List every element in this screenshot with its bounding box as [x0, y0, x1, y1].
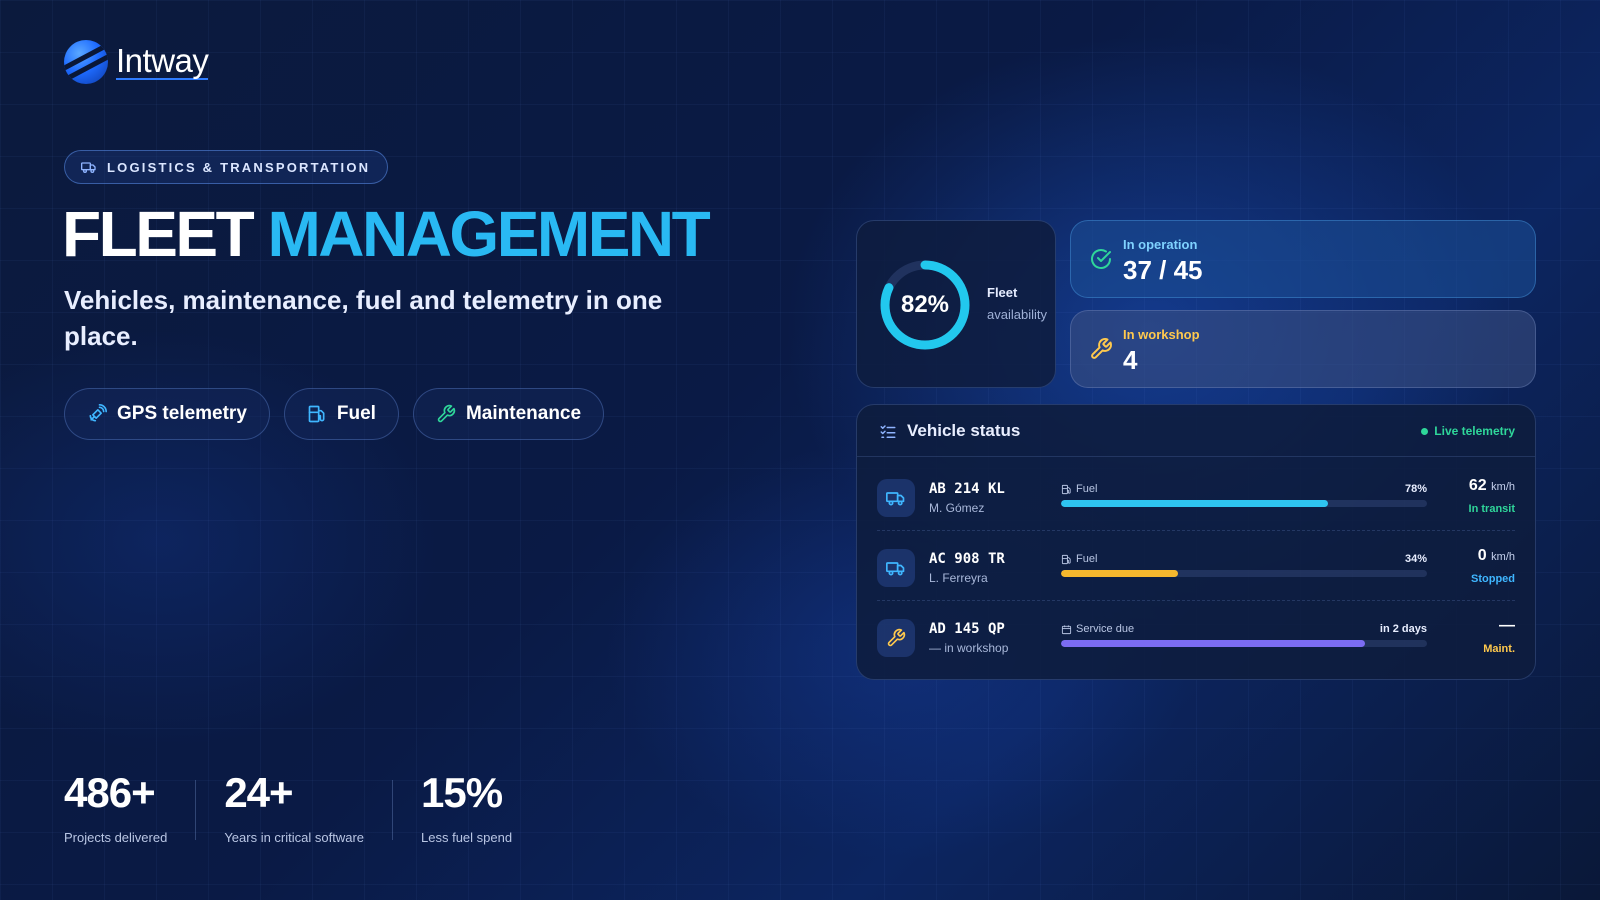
metric-label: Service due	[1076, 623, 1135, 635]
vehicle-status-title: Vehicle status	[907, 421, 1021, 440]
in-operation-card[interactable]: In operation 37 / 45	[1070, 220, 1536, 298]
vehicle-speed: 62 km/h	[1469, 477, 1515, 495]
availability-donut: 82%	[877, 257, 973, 353]
vehicle-row[interactable]: AC 908 TR L. Ferreyra Fuel 34% 0 km/h St…	[877, 531, 1515, 601]
metric-value: in 2 days	[1379, 623, 1427, 635]
speed-unit: km/h	[1491, 481, 1515, 493]
stat-projects: 486+ Projects delivered	[64, 772, 197, 845]
availability-arc	[880, 260, 970, 350]
fuel-bar-fill	[1061, 570, 1179, 577]
metric-value: 34%	[1404, 553, 1427, 565]
satellite-icon	[89, 404, 107, 422]
fleet-availability-card[interactable]: 82% Fleet availability	[856, 220, 1056, 388]
brand-logo[interactable]: Intway	[64, 40, 209, 84]
vehicle-speed: 0 km/h	[1478, 547, 1515, 565]
service-bar-fill	[1061, 640, 1365, 647]
vehicle-state: In transit	[1468, 503, 1515, 515]
truck-icon	[877, 479, 915, 517]
vehicle-driver: M. Gómez	[929, 501, 985, 515]
truck-icon	[81, 162, 96, 173]
page-title: FLEET MANAGEMENT	[62, 202, 711, 266]
live-dot-icon	[1421, 427, 1429, 435]
vehicle-plate: AD 145 QP	[929, 621, 1005, 637]
vehicle-speed: —	[1499, 617, 1515, 635]
live-telemetry-label: Live telemetry	[1434, 424, 1515, 438]
speed-value: —	[1499, 617, 1515, 634]
metric-label: Fuel	[1076, 483, 1098, 495]
in-workshop-card[interactable]: In workshop 4	[1070, 310, 1536, 388]
vehicle-plate: AC 908 TR	[929, 551, 1005, 567]
metric-label: Fuel	[1076, 553, 1098, 565]
stat-label: Years in critical software	[224, 830, 365, 845]
vehicle-plate: AB 214 KL	[929, 481, 1005, 497]
speed-value: 0	[1477, 547, 1487, 564]
fuel-metric: Fuel	[1061, 483, 1097, 495]
in-workshop-value: 4	[1123, 345, 1138, 375]
chip-label: Maintenance	[465, 403, 582, 424]
page-subtitle: Vehicles, maintenance, fuel and telemetr…	[64, 285, 663, 351]
vehicle-status-card: Vehicle status Live telemetry AB 214 KL …	[856, 404, 1536, 680]
stat-label: Projects delivered	[64, 830, 168, 845]
truck-icon	[877, 549, 915, 587]
vehicle-state: Stopped	[1471, 573, 1515, 585]
speed-value: 62	[1468, 477, 1487, 494]
in-operation-value: 37 / 45	[1123, 255, 1203, 285]
category-badge: LOGISTICS & TRANSPORTATION	[64, 150, 389, 184]
vehicle-driver: — in workshop	[929, 641, 1009, 655]
stat-value: 486+	[64, 769, 156, 816]
chip-gps-telemetry[interactable]: GPS telemetry	[64, 388, 270, 440]
vehicle-row[interactable]: AD 145 QP — in workshop Service due in 2…	[877, 601, 1515, 671]
service-metric: Service due	[1061, 623, 1134, 635]
availability-ring	[880, 260, 970, 350]
chip-label: GPS telemetry	[117, 403, 247, 424]
category-label: LOGISTICS & TRANSPORTATION	[107, 159, 371, 175]
fuel-pump-icon	[1061, 554, 1071, 564]
brand-name: Intway	[116, 42, 209, 80]
service-bar	[1061, 640, 1427, 647]
checklist-icon	[880, 425, 896, 438]
fuel-bar	[1061, 500, 1427, 507]
vehicle-status-header: Vehicle status Live telemetry	[857, 405, 1535, 457]
stat-years: 24+ Years in critical software	[224, 772, 394, 845]
fuel-bar-fill	[1061, 500, 1329, 507]
chip-fuel[interactable]: Fuel	[283, 388, 399, 440]
live-telemetry-indicator[interactable]: Live telemetry	[1421, 424, 1515, 438]
title-word-fleet: FLEET	[62, 198, 255, 270]
stat-fuel: 15% Less fuel spend	[421, 772, 540, 846]
stat-value: 15%	[421, 769, 503, 816]
in-operation-label: In operation	[1123, 237, 1198, 252]
wrench-icon	[877, 619, 915, 657]
metric-value: 78%	[1404, 483, 1427, 495]
fuel-pump-icon	[308, 405, 325, 423]
check-circle-icon	[1091, 249, 1111, 269]
availability-title: Fleet	[987, 285, 1018, 300]
fuel-pump-icon	[1061, 484, 1071, 494]
in-workshop-label: In workshop	[1123, 327, 1200, 342]
fuel-bar	[1061, 570, 1427, 577]
feature-chips: GPS telemetry Fuel Maintenance	[64, 388, 605, 440]
chip-maintenance[interactable]: Maintenance	[412, 388, 605, 440]
wrench-icon	[1091, 338, 1112, 359]
stat-label: Less fuel spend	[421, 830, 513, 845]
vehicle-row[interactable]: AB 214 KL M. Gómez Fuel 78% 62 km/h In t…	[877, 461, 1515, 531]
calendar-icon	[1061, 624, 1072, 634]
fuel-metric: Fuel	[1061, 553, 1097, 565]
availability-subtitle: availability	[987, 307, 1047, 322]
stat-value: 24+	[224, 769, 293, 816]
title-word-management: MANAGEMENT	[267, 198, 710, 270]
speed-unit: km/h	[1491, 551, 1515, 563]
chip-label: Fuel	[336, 403, 376, 424]
globe-logo-icon	[64, 40, 108, 84]
availability-percent: 82%	[900, 291, 950, 318]
stats-row: 486+ Projects delivered 24+ Years in cri…	[64, 772, 568, 846]
wrench-icon	[437, 404, 456, 423]
vehicle-driver: L. Ferreyra	[929, 571, 988, 585]
vehicle-state: Maint.	[1483, 643, 1515, 655]
